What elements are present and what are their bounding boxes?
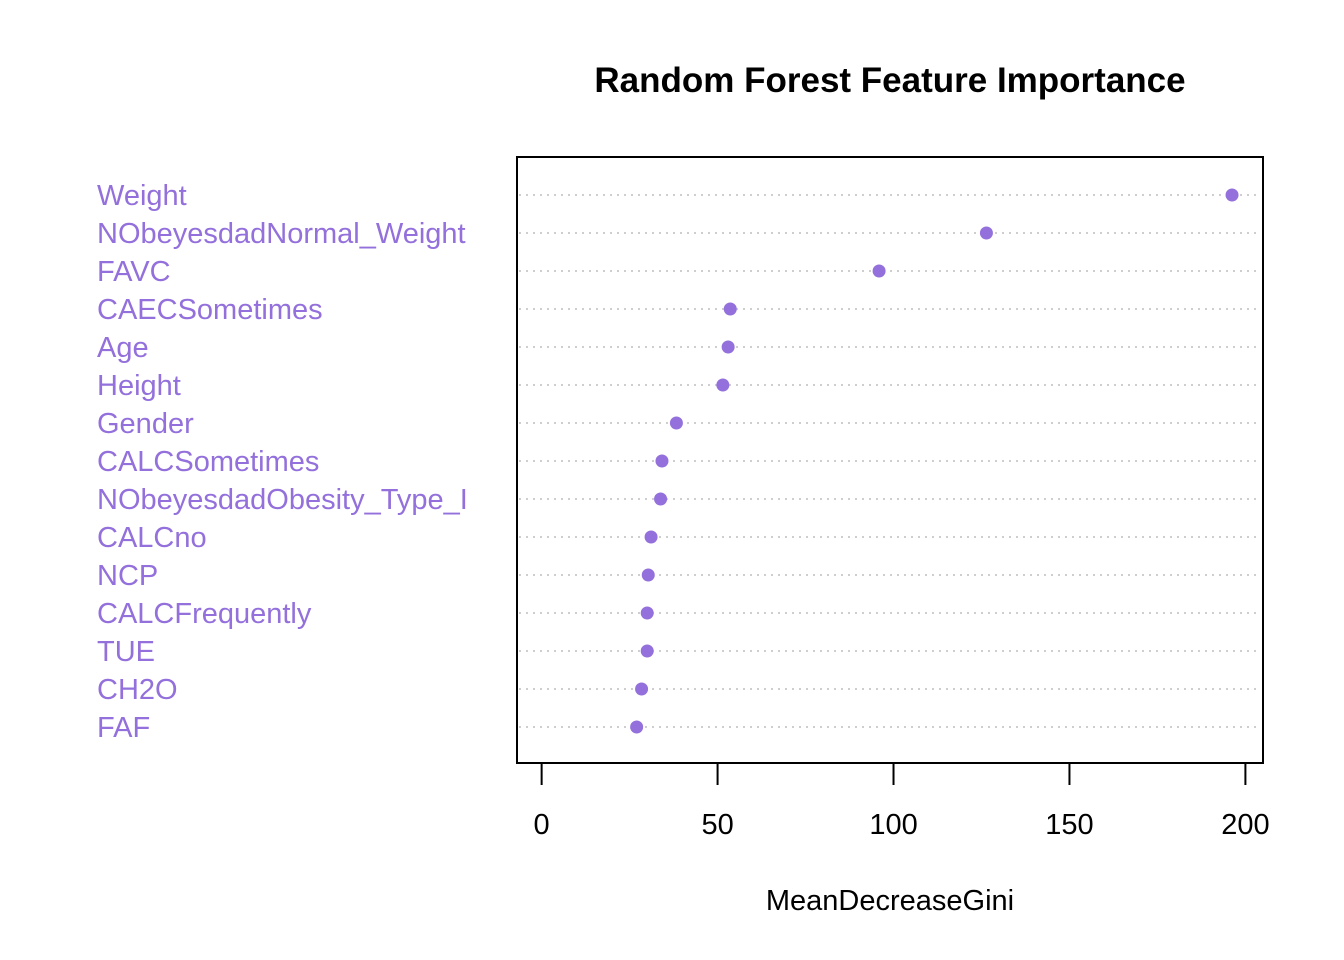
category-label: FAF bbox=[97, 712, 150, 744]
data-point bbox=[872, 264, 886, 278]
category-label: FAVC bbox=[97, 256, 171, 288]
category-label: NObeyesdadNormal_Weight bbox=[97, 218, 466, 250]
grid-lines bbox=[519, 194, 1261, 728]
data-point bbox=[723, 302, 737, 316]
data-point bbox=[640, 644, 654, 658]
category-label: TUE bbox=[97, 636, 155, 668]
data-point bbox=[721, 340, 735, 354]
data-point bbox=[635, 682, 649, 696]
data-point bbox=[641, 568, 655, 582]
data-point bbox=[644, 530, 658, 544]
data-point bbox=[630, 720, 644, 734]
data-point bbox=[654, 492, 668, 506]
category-label: Age bbox=[97, 332, 149, 364]
x-tick-label: 150 bbox=[1045, 809, 1093, 841]
category-label: CH2O bbox=[97, 674, 178, 706]
x-tick-label: 100 bbox=[869, 809, 917, 841]
x-tick-label: 50 bbox=[701, 809, 733, 841]
x-ticks: 0 50 100 150 200 bbox=[534, 763, 1270, 841]
category-label: NCP bbox=[97, 560, 158, 592]
data-point bbox=[669, 416, 683, 430]
category-label: Weight bbox=[97, 180, 187, 212]
data-point bbox=[1225, 188, 1239, 202]
x-tick-label: 0 bbox=[534, 809, 550, 841]
category-label: CALCFrequently bbox=[97, 598, 312, 630]
data-point bbox=[716, 378, 730, 392]
data-point bbox=[655, 454, 669, 468]
category-label: CAECSometimes bbox=[97, 294, 323, 326]
category-label: CALCno bbox=[97, 522, 207, 554]
plot-frame bbox=[516, 156, 1264, 764]
category-label: NObeyesdadObesity_Type_I bbox=[97, 484, 468, 516]
x-axis-label: MeanDecreaseGini bbox=[766, 885, 1014, 917]
category-label: Height bbox=[97, 370, 181, 402]
data-points bbox=[630, 188, 1239, 734]
category-labels: Weight NObeyesdadNormal_Weight FAVC CAECSom… bbox=[97, 180, 468, 744]
category-label: Gender bbox=[97, 408, 194, 440]
data-point bbox=[640, 606, 654, 620]
x-tick-label: 200 bbox=[1221, 809, 1269, 841]
category-label: CALCSometimes bbox=[97, 446, 319, 478]
chart-title: Random Forest Feature Importance bbox=[594, 61, 1185, 100]
data-point bbox=[979, 226, 993, 240]
x-axis: 0 50 100 150 200 bbox=[534, 762, 1270, 841]
